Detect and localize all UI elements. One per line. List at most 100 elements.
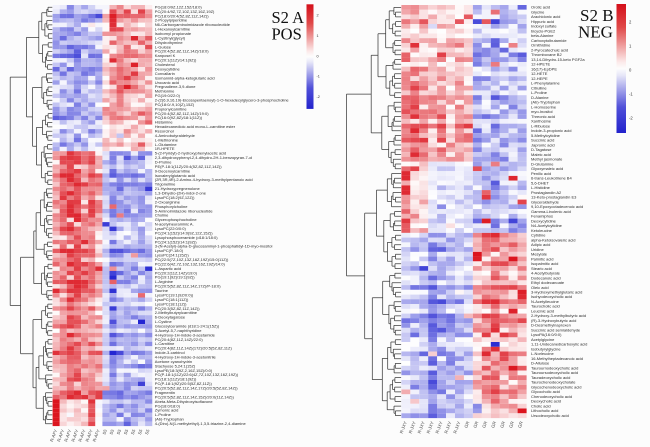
svg-text:Stachyose 5,24:1(15Z): Stachyose 5,24:1(15Z) bbox=[155, 363, 196, 368]
svg-text:Convallarin: Convallarin bbox=[155, 71, 175, 76]
svg-text:5-Methylcytidine: 5-Methylcytidine bbox=[531, 133, 561, 138]
svg-text:Threonic acid: Threonic acid bbox=[531, 114, 555, 119]
svg-text:L-Phenylalanine: L-Phenylalanine bbox=[531, 81, 560, 86]
svg-text:Cytidine: Cytidine bbox=[531, 233, 546, 238]
svg-text:L-Histidine: L-Histidine bbox=[531, 185, 551, 190]
svg-text:D-Desmethylnaproxen: D-Desmethylnaproxen bbox=[531, 323, 571, 328]
svg-text:S5: S5 bbox=[116, 428, 123, 435]
svg-text:Hexadecanedioic acid mono-L-ca: Hexadecanedioic acid mono-L-carnitine es… bbox=[155, 124, 236, 129]
svg-text:Adipic acid: Adipic acid bbox=[531, 242, 550, 247]
svg-text:L-Methionine: L-Methionine bbox=[155, 137, 179, 142]
svg-text:12-HPETE: 12-HPETE bbox=[531, 62, 550, 67]
svg-text:S5: S5 bbox=[109, 428, 116, 435]
svg-text:PC(24:1(15Z)/14:1(9Z)): PC(24:1(15Z)/14:1(9Z)) bbox=[155, 239, 197, 244]
svg-text:13,14-Dihydro-15-keto PGF2a: 13,14-Dihydro-15-keto PGF2a bbox=[531, 57, 585, 62]
svg-text:Methyl jasmonate: Methyl jasmonate bbox=[531, 157, 563, 162]
svg-text:N-Acetylleucine: N-Acetylleucine bbox=[531, 299, 560, 304]
svg-text:6-Deoxytagatose: 6-Deoxytagatose bbox=[155, 315, 186, 320]
svg-text:LysoPC(18:1(1Z)): LysoPC(18:1(1Z)) bbox=[155, 301, 187, 306]
svg-text:Choline: Choline bbox=[155, 213, 169, 218]
svg-text:N6-Carboxyaminoimidazole ribon: N6-Carboxyaminoimidazole ribonucleotide bbox=[155, 22, 231, 27]
svg-text:Taurochenodeoxycholate: Taurochenodeoxycholate bbox=[531, 380, 576, 385]
svg-text:S5: S5 bbox=[130, 428, 137, 435]
svg-text:2-Pyrocatechuic acid: 2-Pyrocatechuic acid bbox=[531, 47, 568, 52]
svg-text:9,10-Epoxyoctadecenoic acid: 9,10-Epoxyoctadecenoic acid bbox=[531, 204, 583, 209]
svg-text:PC(18:0/-9,10(Z),15Z): PC(18:0/-9,10(Z),15Z) bbox=[155, 102, 195, 107]
svg-text:6-trans-Leukotriene B4: 6-trans-Leukotriene B4 bbox=[531, 176, 572, 181]
svg-text:Ethyl dodecanoate: Ethyl dodecanoate bbox=[531, 280, 565, 285]
svg-text:2,3-dihydroxyphenyl-2,4-dihydr: 2,3-dihydroxyphenyl-2,4-dihydro-2H-1-ben… bbox=[155, 155, 252, 160]
svg-text:Zymonic acid: Zymonic acid bbox=[155, 408, 179, 413]
svg-text:-1: -1 bbox=[629, 91, 633, 96]
svg-text:R-AFY: R-AFY bbox=[70, 429, 79, 443]
svg-text:PC(20:2(11Z,14Z)/19:0): PC(20:2(11Z,14Z)/19:0) bbox=[155, 270, 198, 275]
svg-text:bicyclo-PGE2: bicyclo-PGE2 bbox=[531, 28, 556, 33]
svg-text:3-(N-Acetyl)-alpha-D-glucosami: 3-(N-Acetyl)-alpha-D-glucosaminyl-1-phos… bbox=[155, 244, 273, 249]
svg-text:L-Aspartic acid: L-Aspartic acid bbox=[155, 266, 181, 271]
svg-text:Isobornyl propionate: Isobornyl propionate bbox=[155, 31, 192, 36]
svg-text:16-Methylheptadecanoic acid: 16-Methylheptadecanoic acid bbox=[531, 356, 583, 361]
svg-text:Gamma-Linolenic acid: Gamma-Linolenic acid bbox=[531, 209, 571, 214]
svg-text:Indole-3-propionic acid: Indole-3-propionic acid bbox=[531, 128, 571, 133]
svg-text:2-Propylpiperidine: 2-Propylpiperidine bbox=[155, 18, 188, 23]
svg-text:Xanthosine: Xanthosine bbox=[531, 119, 552, 124]
svg-text:(2R,3R,4R)-2-Amino-4-hydroxy-3: (2R,3R,4R)-2-Amino-4-hydroxy-3-methylpen… bbox=[155, 177, 253, 182]
svg-text:2: 2 bbox=[317, 14, 319, 18]
svg-text:LysoPC(P-18:0): LysoPC(P-18:0) bbox=[155, 248, 184, 253]
svg-text:Succinic acid: Succinic acid bbox=[531, 138, 554, 143]
svg-text:GR: GR bbox=[508, 421, 515, 429]
svg-text:Taurournodeoxycholic acid: Taurournodeoxycholic acid bbox=[531, 366, 578, 371]
svg-text:4-(Diro)-N(1-methylethyl)-1,3,: 4-(Diro)-N(1-methylethyl)-1,3,5-triazine… bbox=[155, 421, 247, 426]
svg-text:3-Acetyl-5,7-naphthyridine: 3-Acetyl-5,7-naphthyridine bbox=[155, 328, 202, 333]
svg-text:Japronic acid: Japronic acid bbox=[531, 142, 555, 147]
svg-text:N4-Acetylcytidine: N4-Acetylcytidine bbox=[531, 223, 563, 228]
svg-text:Indoxyl sulfate: Indoxyl sulfate bbox=[531, 24, 557, 29]
svg-text:PC(20:4(8Z,11Z,14Z)(17Z)/20:5(: PC(20:4(8Z,11Z,14Z)(17Z)/20:5(5Z,8Z,11Z) bbox=[155, 346, 233, 351]
svg-text:Glucosylceramide (d18:1-24:1(1: Glucosylceramide (d18:1-24:1(15Z)) bbox=[155, 324, 220, 329]
svg-text:Dodecanoic acid: Dodecanoic acid bbox=[531, 275, 561, 280]
svg-text:4-Hydroxy-1H-indole-3-acetonit: 4-Hydroxy-1H-indole-3-acetonitrile bbox=[155, 355, 217, 360]
svg-text:L-Glutamine: L-Glutamine bbox=[155, 142, 178, 147]
svg-text:Stearic acid: Stearic acid bbox=[531, 266, 552, 271]
svg-text:L-Ribulose: L-Ribulose bbox=[531, 123, 551, 128]
svg-text:2-Oxoarginine: 2-Oxoarginine bbox=[155, 199, 181, 204]
svg-text:PC(24:1(15Z)/14:0(9Z,12Z,15Z)): PC(24:1(15Z)/14:0(9Z,12Z,15Z)) bbox=[155, 230, 213, 235]
svg-text:Indole-3-carbinol: Indole-3-carbinol bbox=[155, 350, 185, 355]
svg-text:3-Hydroxymethylglutaric acid: 3-Hydroxymethylglutaric acid bbox=[531, 290, 582, 295]
svg-text:LysoPC(18:2(9Z,12Z)): LysoPC(18:2(9Z,12Z)) bbox=[155, 195, 195, 200]
svg-text:PC(16:0(9Z,8Z)/18:1(11Z)): PC(16:0(9Z,8Z)/18:1(11Z)) bbox=[155, 115, 203, 120]
svg-text:21-Hydroxypregnenolone: 21-Hydroxypregnenolone bbox=[155, 186, 201, 191]
svg-text:16(17)-EpDPE: 16(17)-EpDPE bbox=[531, 66, 557, 71]
svg-text:(Ab)-Tryptophan: (Ab)-Tryptophan bbox=[155, 417, 184, 422]
svg-text:Phosphorylcholine: Phosphorylcholine bbox=[155, 204, 188, 209]
svg-text:D-Glutamine: D-Glutamine bbox=[531, 161, 554, 166]
svg-text:R-AFY: R-AFY bbox=[92, 429, 101, 443]
svg-text:R-AFY: R-AFY bbox=[85, 429, 94, 443]
svg-text:PG(19:0/22:0): PG(19:0/22:0) bbox=[155, 93, 181, 98]
svg-text:Hippuric acid: Hippuric acid bbox=[531, 19, 554, 24]
svg-text:Propionylcarnitine: Propionylcarnitine bbox=[155, 106, 188, 111]
svg-text:Prostaglandin A2: Prostaglandin A2 bbox=[531, 190, 562, 195]
svg-text:Glycine: Glycine bbox=[531, 9, 545, 14]
svg-text:PC(20:5(5Z,8Z,11Z,14Z,15Z)/20:: PC(20:5(5Z,8Z,11Z,14Z,15Z)/20:0(11Z,14Z)… bbox=[155, 394, 235, 399]
svg-text:D-Proline: D-Proline bbox=[155, 160, 172, 165]
svg-text:1: 1 bbox=[317, 34, 319, 38]
svg-text:Tauroursodeoxycholic acid: Tauroursodeoxycholic acid bbox=[531, 370, 578, 375]
svg-text:PC(20:4(8Z,11Z,14Z)/22:0): PC(20:4(8Z,11Z,14Z)/22:0) bbox=[155, 337, 204, 342]
svg-text:PC(20:5(5Z,8Z,11Z,14Z,17Z)/20:: PC(20:5(5Z,8Z,11Z,14Z,17Z)/20:5(5Z,8Z,14… bbox=[155, 386, 239, 391]
svg-text:R-AFY: R-AFY bbox=[77, 429, 86, 443]
svg-text:POS: POS bbox=[272, 25, 302, 44]
svg-text:PC(20:4/9Z,7Z,10Z,13Z,16Z,19Z): PC(20:4/9Z,7Z,10Z,13Z,16Z,19Z) bbox=[155, 9, 215, 14]
svg-text:Glycerophosphocholine: Glycerophosphocholine bbox=[155, 217, 198, 222]
svg-text:R-JXY: R-JXY bbox=[443, 421, 452, 435]
svg-text:LysoPA(16:0/0:0): LysoPA(16:0/0:0) bbox=[531, 332, 562, 337]
svg-text:Thromboxane B2: Thromboxane B2 bbox=[531, 52, 562, 57]
svg-text:Mesylate: Mesylate bbox=[531, 252, 548, 257]
svg-text:Citrulline: Citrulline bbox=[531, 85, 547, 90]
svg-text:R-AFY: R-AFY bbox=[63, 429, 72, 443]
svg-text:Arachidonic acid: Arachidonic acid bbox=[531, 14, 560, 19]
svg-text:GR: GR bbox=[517, 421, 524, 429]
svg-text:Chenodeoxycholic acid: Chenodeoxycholic acid bbox=[531, 394, 572, 399]
svg-text:Uridine: Uridine bbox=[531, 247, 544, 252]
svg-text:D-Alanine: D-Alanine bbox=[531, 95, 549, 100]
